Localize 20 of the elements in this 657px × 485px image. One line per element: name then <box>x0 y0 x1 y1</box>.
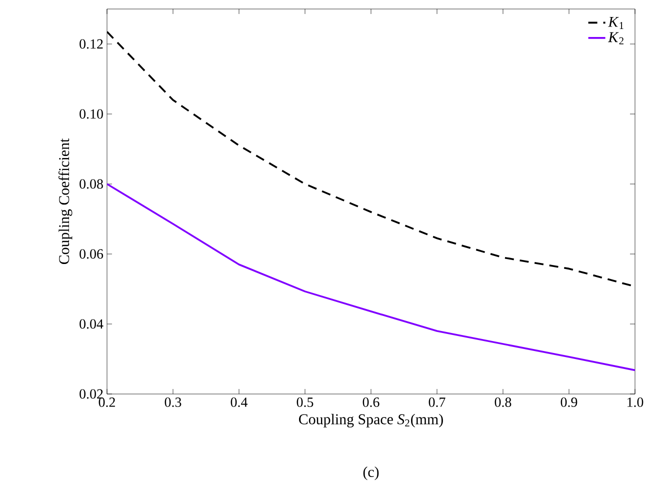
y-tick-label: 0.08 <box>80 179 103 189</box>
legend-label: K$_{1}$ <box>608 17 624 29</box>
y-tick-label: 0.10 <box>80 109 103 119</box>
x-tick-label: 0.9 <box>560 398 578 407</box>
x-axis-title: Coupling Space S$_{2}$(mm) <box>299 414 443 428</box>
x-tick-label: 0.2 <box>98 398 115 407</box>
x-tick-label: 0.4 <box>230 398 248 407</box>
y-axis-title: Coupling Coefficient <box>58 138 72 264</box>
x-tick-label: 0.3 <box>164 398 182 407</box>
legend-label: K$_{2}$ <box>608 32 624 44</box>
y-tick-label: 0.02 <box>80 389 103 399</box>
x-tick-label: 0.6 <box>362 398 380 407</box>
x-tick-label: 0.8 <box>494 398 512 407</box>
y-tick-label: 0.04 <box>80 319 104 329</box>
x-tick-label: 0.7 <box>428 398 446 407</box>
text: (c) <box>363 466 379 480</box>
x-tick-label: 1.0 <box>627 398 644 407</box>
x-tick-label: 0.5 <box>296 398 314 407</box>
y-tick-label: 0.06 <box>80 249 104 259</box>
y-tick-label: 0.12 <box>80 39 103 49</box>
